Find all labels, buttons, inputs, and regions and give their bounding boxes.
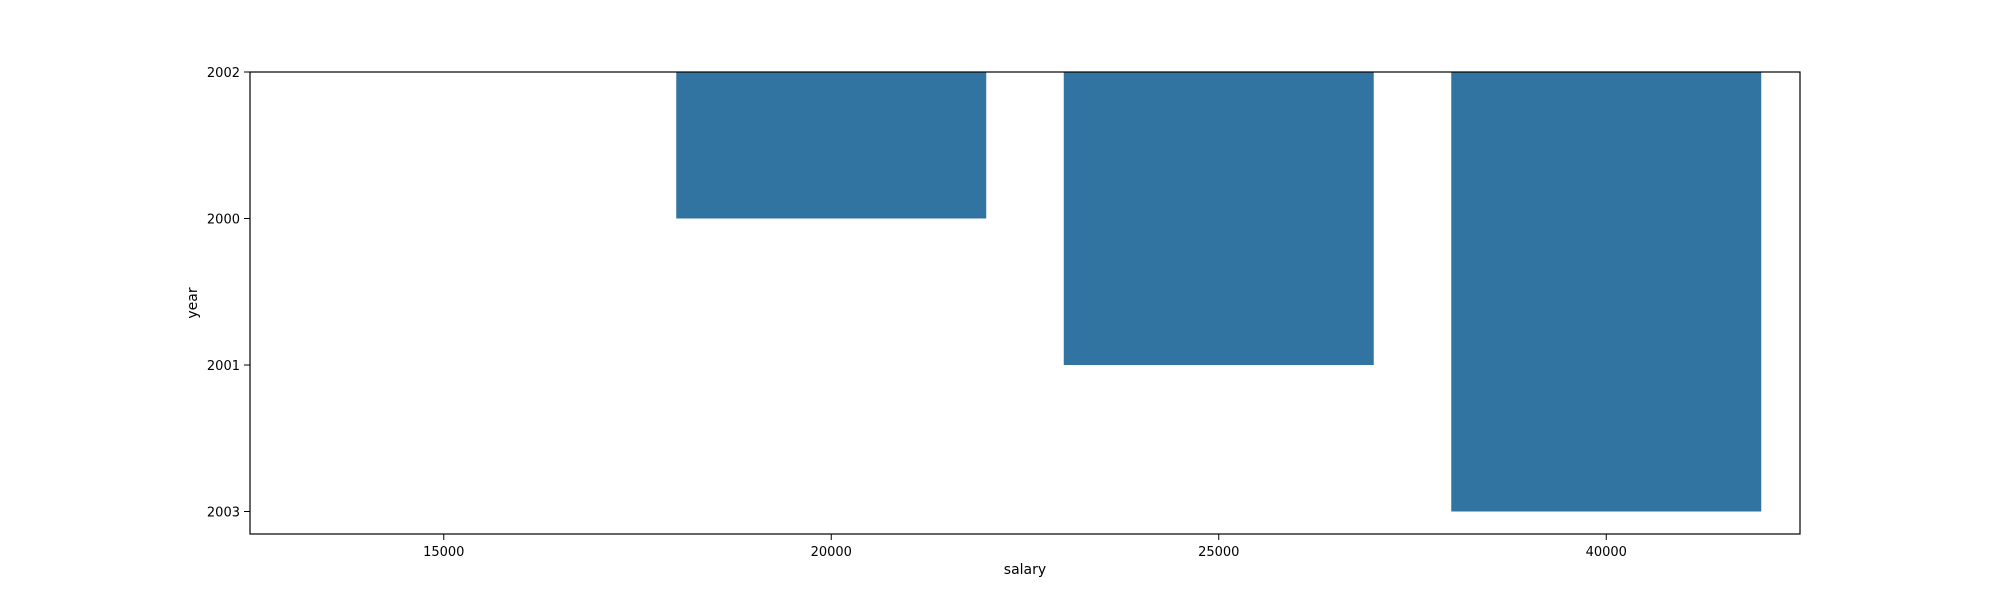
y-tick-label: 2002 <box>207 66 240 81</box>
y-tick-label: 2001 <box>207 359 240 374</box>
y-axis: 2002 2000 2001 2003 <box>207 66 250 521</box>
plot-area-frame <box>249 71 1801 535</box>
x-tick-label: 20000 <box>811 545 852 560</box>
x-axis: 15000 20000 25000 40000 <box>423 534 1627 560</box>
bar-40000 <box>1451 72 1762 512</box>
y-axis-label: year <box>185 287 201 318</box>
x-tick-label: 15000 <box>423 545 464 560</box>
bar-25000 <box>1063 72 1374 365</box>
y-tick-label: 2000 <box>207 213 240 228</box>
x-tick-label: 25000 <box>1198 545 1239 560</box>
bar-20000 <box>676 72 987 219</box>
x-axis-label: salary <box>1004 562 1046 578</box>
x-tick-label: 40000 <box>1586 545 1627 560</box>
bars <box>676 72 1762 512</box>
y-tick-label: 2003 <box>207 506 240 521</box>
